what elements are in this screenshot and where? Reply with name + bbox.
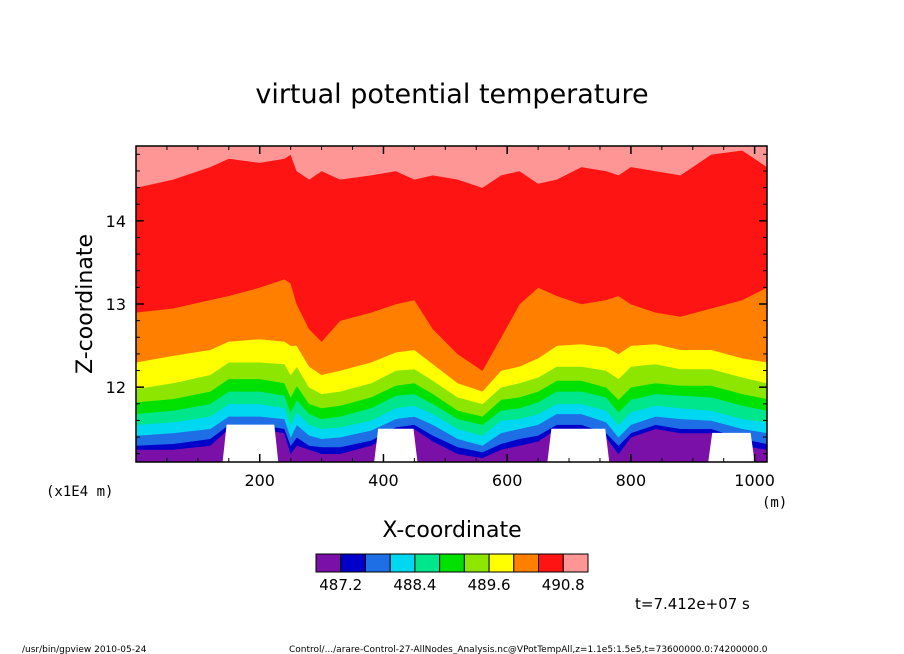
below-range-region-2 — [374, 428, 418, 462]
colorbar-swatch — [364, 553, 391, 573]
y-tick-label: 14 — [106, 212, 126, 231]
plot-area — [135, 145, 768, 463]
colorbar-tick-label: 489.6 — [468, 576, 511, 594]
below-range-region-1 — [222, 424, 279, 462]
colorbar-swatch — [340, 553, 366, 573]
colorbar-tick-label: 490.8 — [542, 576, 585, 594]
x-units-label: (m) — [762, 495, 787, 511]
y-tick-label: 13 — [106, 295, 126, 314]
below-range-region-3 — [547, 428, 610, 462]
chart-title: virtual potential temperature — [255, 79, 648, 110]
colorbar-swatch — [414, 553, 441, 573]
y-scale-note: (x1E4 m) — [46, 484, 113, 500]
footer-left: /usr/bin/gpview 2010-05-24 — [22, 645, 147, 654]
colorbar: 487.2 488.4 489.6 490.8 — [315, 553, 589, 594]
x-tick-label: 400 — [368, 471, 399, 490]
x-tick-label: 200 — [244, 471, 275, 490]
x-tick-label: 1000 — [734, 471, 775, 490]
colorbar-tick-label: 487.2 — [319, 576, 362, 594]
colorbar-swatch — [463, 553, 490, 573]
footer-right: Control/.../arare-Control-27-AllNodes_An… — [289, 645, 768, 654]
x-axis-ticks: 200 400 600 800 1000 — [166, 146, 775, 490]
colorbar-swatch — [315, 553, 342, 573]
colorbar-swatch — [439, 553, 465, 573]
colorbar-swatch — [488, 553, 515, 573]
y-axis-ticks: 12 13 14 — [106, 153, 767, 455]
x-tick-label: 800 — [616, 471, 647, 490]
x-axis-label: X-coordinate — [382, 518, 521, 543]
time-label: t=7.412e+07 s — [635, 595, 750, 613]
colorbar-swatch — [389, 553, 416, 573]
colorbar-swatch — [538, 553, 564, 573]
colorbar-swatch — [562, 553, 589, 573]
colorbar-swatch — [513, 553, 540, 573]
colorbar-tick-label: 488.4 — [393, 576, 436, 594]
below-range-region-4 — [708, 432, 755, 462]
y-tick-label: 12 — [106, 378, 126, 397]
x-tick-label: 600 — [492, 471, 523, 490]
y-axis-label: Z-coordinate — [73, 234, 98, 374]
